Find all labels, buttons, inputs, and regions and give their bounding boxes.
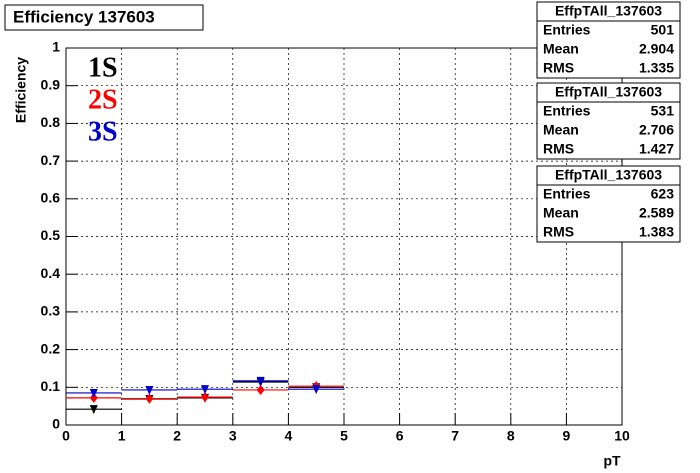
stats-label: Entries [543,186,591,202]
x-tick-label: 7 [451,428,459,444]
stats-title: EffpTAll_137603 [555,84,662,100]
stats-label: RMS [543,60,574,76]
y-tick-label: 0.5 [41,227,61,243]
x-axis-label: pT [603,453,621,469]
chart-title: Efficiency 137603 [13,7,155,26]
stats-label: RMS [543,141,574,157]
stats-box [536,165,681,243]
data-point [256,384,265,395]
y-tick-label: 0.2 [41,340,61,356]
stats-label: RMS [543,224,574,240]
y-tick-label: 0.6 [41,190,61,206]
stats-value: 531 [651,103,675,119]
x-tick-label: 5 [340,428,348,444]
legend-entry: 1S [88,52,118,83]
y-tick-label: 0.4 [41,265,61,281]
stats-box [536,82,681,160]
stats-value: 2.904 [639,41,674,57]
stats-label: Entries [543,22,591,38]
x-tick-label: 8 [507,428,515,444]
x-tick-label: 10 [614,428,630,444]
x-tick-label: 1 [118,428,126,444]
data-point [256,376,265,386]
stats-value: 501 [651,22,675,38]
x-tick-label: 9 [563,428,571,444]
x-tick-label: 6 [396,428,404,444]
legend-entry: 3S [88,116,118,147]
data-point [145,385,154,395]
data-point [312,385,321,395]
legend-entry: 2S [88,84,118,115]
x-tick-label: 4 [285,428,293,444]
title-box [4,4,204,31]
stats-title: EffpTAll_137603 [555,3,662,19]
data-point [201,385,209,395]
data-point [89,388,98,398]
stats-label: Mean [543,122,579,138]
stats-label: Mean [543,41,579,57]
stats-value: 623 [651,186,675,202]
stats-value: 1.335 [639,60,674,76]
stats-label: Entries [543,103,591,119]
stats-value: 2.589 [639,205,674,221]
y-tick-label: 0.1 [41,378,61,394]
y-tick-label: 0.7 [41,152,61,168]
y-tick-label: 0 [52,416,60,432]
stats-box [536,1,681,79]
y-tick-label: 1 [52,39,60,55]
x-tick-label: 0 [62,428,70,444]
y-tick-label: 0.8 [41,114,61,130]
data-point [145,393,154,404]
stats-value: 1.383 [639,224,674,240]
stats-label: Mean [543,205,579,221]
data-point [201,392,209,403]
x-tick-label: 3 [229,428,237,444]
y-tick-label: 0.9 [41,76,61,92]
stats-value: 1.427 [639,141,674,157]
data-point [89,405,98,415]
y-tick-label: 0.3 [41,303,61,319]
y-axis-label: Efficiency [13,57,29,123]
x-tick-label: 2 [173,428,181,444]
stats-value: 2.706 [639,122,674,138]
stats-title: EffpTAll_137603 [555,167,662,183]
